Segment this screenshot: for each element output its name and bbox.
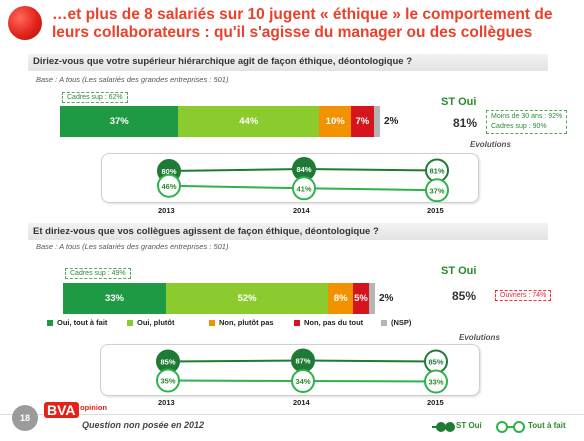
segment-value-label: 8% xyxy=(333,293,348,304)
tout-a-fait-point xyxy=(291,369,315,393)
base-2: Base : A tous (Les salariés des grandes … xyxy=(36,242,229,251)
legend-swatch-icon xyxy=(47,319,53,326)
legend-non-plutot-pas: Non, plutôt pas xyxy=(209,318,274,327)
legend-label: Oui, tout à fait xyxy=(57,318,108,327)
legend-tout-a-fait-dot-icon xyxy=(496,421,508,433)
legend-oui-tout-a-fait: Oui, tout à fait xyxy=(47,318,107,327)
seg-nsp xyxy=(373,106,380,137)
st-oui-value-1: 81% xyxy=(453,116,478,130)
legend-st-oui-dot-icon xyxy=(436,422,446,432)
side-note-2: Ouvriers : 74% xyxy=(495,290,552,301)
seg-oui-tout-a-fait: 37% xyxy=(60,106,179,137)
title-bar xyxy=(0,0,584,50)
seg-oui-plutot: 52% xyxy=(165,283,329,314)
page-number: 18 xyxy=(12,405,38,431)
segment-value-label: 7% xyxy=(355,116,370,127)
tout-a-fait-point-label: 37% xyxy=(429,186,444,195)
year-label: 2013 xyxy=(158,206,175,215)
legend-st-oui-dot-icon xyxy=(445,422,455,432)
legend-nsp: (NSP) xyxy=(381,318,411,327)
legend-oui-plutot: Oui, plutôt xyxy=(127,318,175,327)
footer-legend: ST Oui Tout à fait xyxy=(432,418,582,436)
base-1: Base : A tous (Les salariés des grandes … xyxy=(36,75,229,84)
st-oui-point-label: 87% xyxy=(295,357,310,366)
nsp-label-2: 2% xyxy=(379,293,394,304)
year-label: 2014 xyxy=(293,398,310,407)
legend-swatch-icon xyxy=(294,319,300,326)
evolution-panel-1: 80% 84% 81% 46% 41% 37% xyxy=(101,153,479,203)
seg-nsp xyxy=(368,283,375,314)
legend-tout-a-fait-dot-icon xyxy=(513,421,525,433)
side-note-1-line-2: Cadres sup : 90% xyxy=(491,123,547,130)
bva-logo: BVA xyxy=(44,402,79,418)
segment-value-label: 10% xyxy=(325,116,345,127)
question-1: Diriez-vous que votre supérieur hiérarch… xyxy=(33,56,412,67)
legend-label: (NSP) xyxy=(391,318,412,327)
page-title: …et plus de 8 salariés sur 10 jugent « é… xyxy=(52,6,553,41)
bva-opinion-label: opinion xyxy=(80,403,108,412)
year-label: 2015 xyxy=(427,398,444,407)
segment-value-label: 33% xyxy=(104,293,124,304)
tout-a-fait-point-label: 35% xyxy=(160,377,175,386)
legend-swatch-icon xyxy=(209,319,215,326)
st-oui-point-label: 81% xyxy=(429,167,444,176)
side-note-1: Moins de 30 ans : 92% Cadres sup : 90% xyxy=(486,110,568,134)
tout-a-fait-point xyxy=(292,176,316,201)
stacked-bar-2: 33% 52% 8% 5% xyxy=(63,283,375,314)
evolution-chart-2: 85% 87% 85% 35% 34% 33% xyxy=(156,348,448,394)
st-oui-point-label: 85% xyxy=(160,358,175,367)
tout-a-fait-point-label: 41% xyxy=(296,184,311,193)
side-note-1-line-1: Moins de 30 ans : 92% xyxy=(491,113,563,120)
st-oui-label-2: ST Oui xyxy=(441,265,477,277)
evolutions-label-1: Evolutions xyxy=(470,140,511,149)
tout-a-fait-point-label: 33% xyxy=(428,378,443,387)
evolution-panel-2: 85% 87% 85% 35% 34% 33% xyxy=(100,344,480,396)
year-label: 2015 xyxy=(427,206,444,215)
legend-st-oui-label: ST Oui xyxy=(456,421,482,430)
seg-oui-tout-a-fait: 33% xyxy=(63,283,166,314)
st-oui-value-2: 85% xyxy=(452,289,477,303)
tout-a-fait-point xyxy=(156,368,180,393)
nsp-label-1: 2% xyxy=(384,116,399,127)
footer-legend-svg xyxy=(432,421,525,433)
year-label: 2013 xyxy=(158,398,175,407)
st-oui-point-label: 80% xyxy=(161,167,176,176)
seg-non-plutot-pas: 10% xyxy=(319,106,352,137)
tout-a-fait-point xyxy=(425,178,449,203)
seg-non-plutot-pas: 8% xyxy=(328,283,354,314)
st-oui-label-1: ST Oui xyxy=(441,96,477,108)
st-oui-point-label: 84% xyxy=(296,165,311,174)
segment-value-label: 52% xyxy=(237,293,257,304)
st-oui-point-label: 85% xyxy=(428,358,443,367)
seg-oui-plutot: 44% xyxy=(178,106,320,137)
tout-a-fait-point xyxy=(424,369,448,394)
tout-a-fait-point-label: 46% xyxy=(161,182,176,191)
bva-ball-icon xyxy=(8,6,42,40)
seg-non-pas-du-tout: 7% xyxy=(351,106,374,137)
evolutions-label-2: Evolutions xyxy=(459,333,500,342)
question-bar-2 xyxy=(28,223,548,240)
seg-non-pas-du-tout: 5% xyxy=(353,283,369,314)
year-label: 2014 xyxy=(293,206,310,215)
legend-swatch-icon xyxy=(127,319,133,326)
stacked-bar-1: 37% 44% 10% 7% xyxy=(60,106,380,137)
callout-cadres-sup-1: Cadres sup : 62% xyxy=(62,92,128,103)
legend-swatch-icon xyxy=(381,319,387,326)
evolution-chart-1: 80% 84% 81% 46% 41% 37% xyxy=(157,157,449,203)
segment-value-label: 5% xyxy=(354,293,368,304)
legend-tout-a-fait-label: Tout à fait xyxy=(528,421,566,430)
question-2: Et diriez-vous que vos collègues agissen… xyxy=(33,226,379,237)
tout-a-fait-point xyxy=(157,173,181,198)
question-bar-1 xyxy=(28,54,548,71)
segment-value-label: 44% xyxy=(239,116,259,127)
legend-label: Non, pas du tout xyxy=(304,318,364,327)
callout-cadres-sup-2: Cadres sup : 49% xyxy=(65,268,131,279)
legend-non-pas-du-tout: Non, pas du tout xyxy=(294,318,363,327)
tout-a-fait-point-label: 34% xyxy=(295,377,310,386)
footer-divider xyxy=(0,414,584,415)
footnote: Question non posée en 2012 xyxy=(82,420,205,430)
legend-label: Non, plutôt pas xyxy=(219,318,274,327)
segment-value-label: 37% xyxy=(109,116,129,127)
legend-label: Oui, plutôt xyxy=(137,318,175,327)
